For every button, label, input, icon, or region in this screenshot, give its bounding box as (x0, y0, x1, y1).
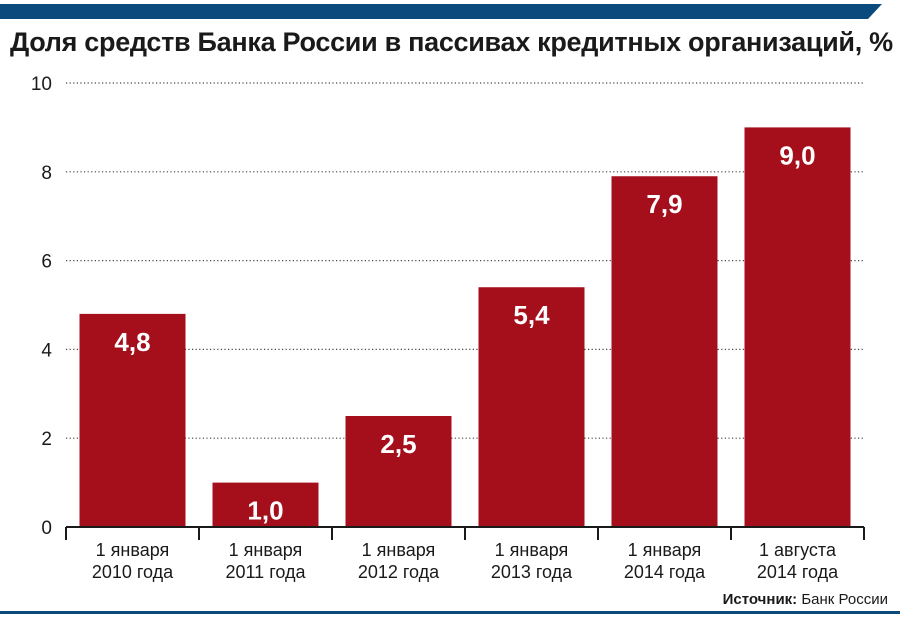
source-label: Источник: (722, 591, 798, 608)
x-tick-label: 2014 года (624, 562, 706, 582)
x-tick-label: 1 января (495, 540, 569, 560)
y-tick-label: 4 (41, 340, 52, 361)
x-tick-label: 1 января (96, 540, 170, 560)
data-label: 1,0 (247, 496, 283, 526)
x-tick-label: 1 августа (759, 540, 837, 560)
y-tick-label: 10 (31, 74, 52, 95)
y-tick-label: 0 (41, 518, 52, 539)
x-tick-label: 1 января (229, 540, 303, 560)
y-tick-label: 8 (41, 163, 52, 184)
data-label: 5,4 (513, 300, 550, 330)
bar (744, 127, 851, 528)
data-label: 2,5 (380, 429, 416, 459)
x-tick-label: 2010 года (92, 562, 174, 582)
x-tick-label: 2014 года (757, 562, 839, 582)
data-label: 9,0 (779, 140, 815, 170)
source-text: Банк России (797, 591, 888, 608)
bar (212, 482, 319, 527)
header-band (0, 4, 882, 19)
data-label: 4,8 (114, 327, 150, 357)
bar (478, 287, 585, 527)
data-label: 7,9 (646, 189, 682, 219)
x-tick-label: 1 января (628, 540, 702, 560)
x-tick-label: 2011 года (225, 562, 306, 582)
y-tick-label: 6 (41, 252, 52, 273)
x-tick-label: 2012 года (358, 562, 440, 582)
bar (345, 416, 452, 527)
bottom-rule (0, 611, 900, 614)
x-tick-label: 2013 года (491, 562, 573, 582)
y-tick-label: 2 (41, 429, 52, 450)
bar (611, 176, 718, 528)
chart-title: Доля средств Банка России в пассивах кре… (10, 27, 893, 57)
x-tick-label: 1 января (362, 540, 436, 560)
bar (79, 313, 186, 527)
source-note: Источник: Банк России (723, 590, 888, 610)
